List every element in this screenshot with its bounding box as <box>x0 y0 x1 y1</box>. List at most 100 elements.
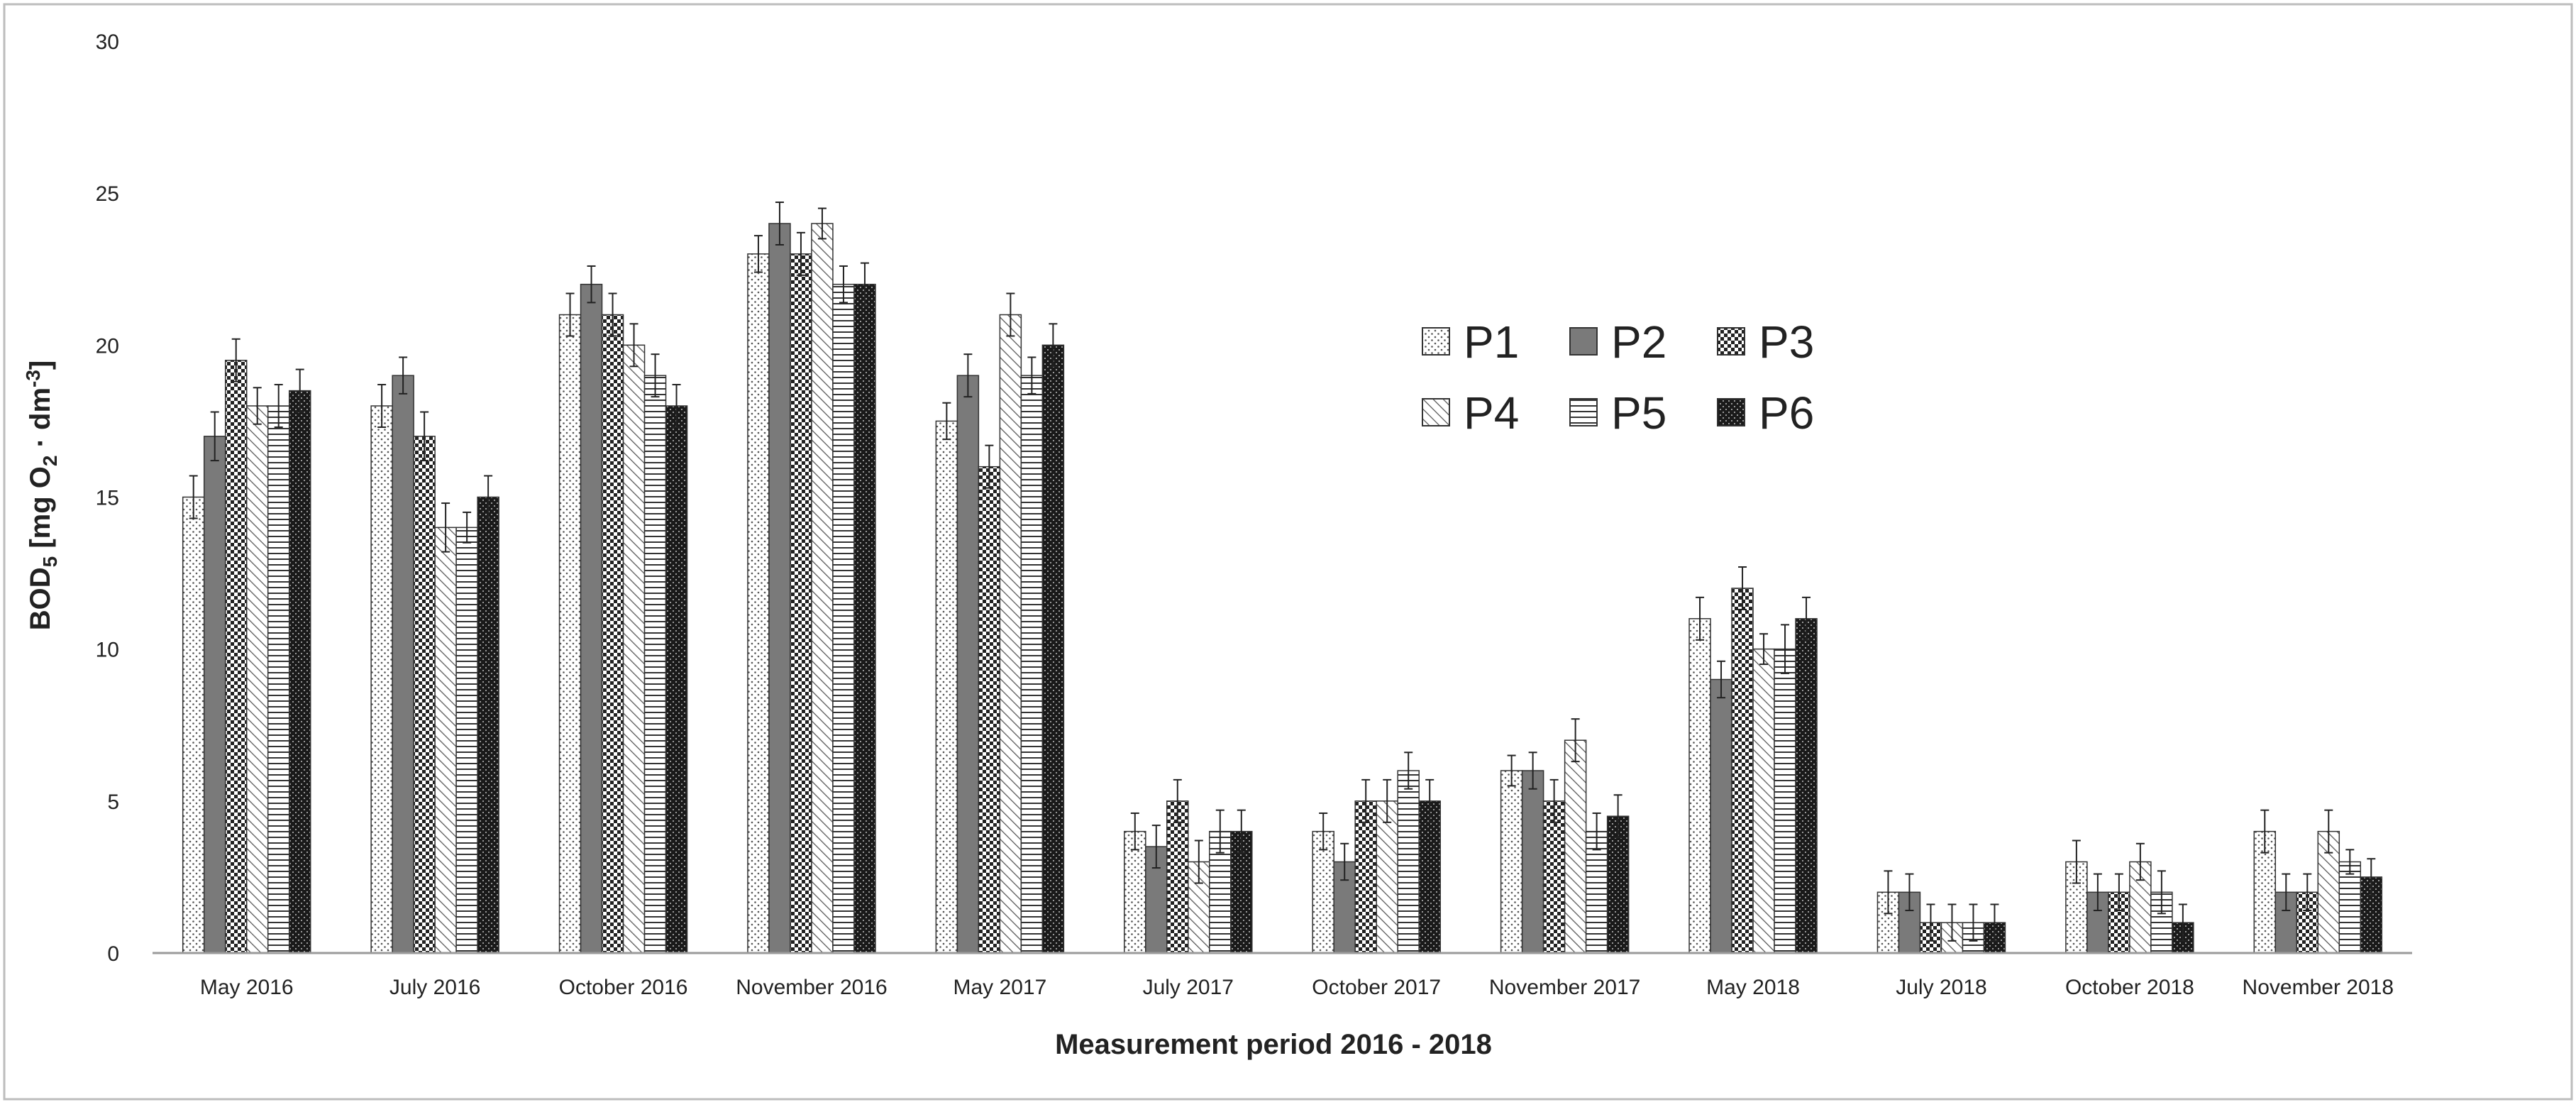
legend-item-p4: P4 <box>1422 387 1519 439</box>
bar-p3 <box>413 436 436 954</box>
error-bar <box>839 265 848 304</box>
bar-p6 <box>1418 800 1441 954</box>
error-bar <box>2072 839 2081 884</box>
error-bar <box>817 207 827 240</box>
error-bar <box>295 368 304 413</box>
x-axis-title: Measurement period 2016 - 2018 <box>1055 1029 1492 1060</box>
error-bar <box>1947 903 1957 942</box>
legend-label: P5 <box>1611 387 1666 439</box>
y-axis-title-sub: 5 <box>39 556 61 568</box>
error-bar <box>2324 809 2333 854</box>
error-bar <box>1781 624 1790 674</box>
error-bar <box>963 353 973 398</box>
bar-p4 <box>811 223 834 954</box>
bar-p1 <box>935 420 958 954</box>
bar-p4 <box>999 314 1022 954</box>
bar-p5 <box>1020 375 1044 954</box>
bar-p4 <box>434 527 457 954</box>
error-bar <box>1006 292 1015 337</box>
bar-p2 <box>1521 770 1544 954</box>
legend-label: P3 <box>1759 316 1814 368</box>
error-bar <box>1173 778 1182 823</box>
error-bar <box>1738 566 1747 610</box>
error-bar <box>274 384 283 428</box>
bar-p3 <box>790 253 812 954</box>
y-axis-title: BOD5 [mg O2 · dm-3] <box>22 360 61 631</box>
error-bar <box>1802 596 1811 641</box>
y-axis-title-open: [mg O <box>25 466 56 556</box>
error-bar <box>1926 903 1935 942</box>
y-tick-label: 0 <box>107 942 119 966</box>
legend-swatch <box>1422 327 1450 356</box>
error-bar <box>942 402 951 441</box>
error-bar <box>1340 842 1349 881</box>
error-bar <box>775 202 784 246</box>
bar-p2 <box>768 223 791 954</box>
error-bar <box>1215 809 1225 854</box>
bar-p6 <box>288 390 311 954</box>
error-bar <box>1194 839 1203 884</box>
error-bar <box>1049 323 1058 368</box>
error-bar <box>2367 858 2376 896</box>
error-bar <box>377 384 387 428</box>
error-bar <box>608 292 617 337</box>
bar-p2 <box>580 283 603 954</box>
error-bar <box>253 387 262 425</box>
error-bar <box>420 411 429 462</box>
bar-p6 <box>665 405 688 954</box>
legend-label: P2 <box>1611 316 1666 368</box>
y-axis-title-sup: -3 <box>22 370 44 387</box>
bar-p5 <box>643 375 667 954</box>
x-tick-label: November 2017 <box>1489 976 1640 999</box>
error-bar <box>1151 825 1161 869</box>
error-bar <box>1759 633 1769 666</box>
bar-p5 <box>1774 648 1796 954</box>
bar-p3 <box>1166 800 1189 954</box>
bar-p1 <box>747 253 770 954</box>
error-bar <box>441 502 450 553</box>
x-tick-label: July 2017 <box>1143 976 1234 999</box>
bar-p5 <box>832 283 855 954</box>
error-bar <box>2282 873 2291 912</box>
error-bar <box>1969 903 1978 942</box>
y-tick-label: 10 <box>96 639 119 662</box>
error-bar <box>399 356 408 395</box>
error-bar <box>985 444 994 489</box>
error-bar <box>484 475 493 519</box>
error-bar <box>231 338 241 382</box>
bar-p2 <box>392 375 414 954</box>
bar-p3 <box>978 466 1001 954</box>
x-tick-label: May 2018 <box>1706 976 1800 999</box>
legend-swatch <box>1717 327 1745 356</box>
bar-p2 <box>956 375 980 954</box>
bar-p3 <box>224 360 248 954</box>
x-tick-label: July 2018 <box>1896 976 1986 999</box>
legend-item-p2: P2 <box>1569 316 1666 368</box>
error-bar <box>1905 873 1914 912</box>
legend-swatch <box>1569 398 1598 426</box>
error-bar <box>1361 778 1371 823</box>
error-bar <box>1528 751 1537 790</box>
error-bar <box>2114 873 2123 912</box>
y-axis-ticks: 0 5 10 15 20 25 30 <box>96 31 119 966</box>
error-bar <box>651 353 660 398</box>
x-tick-label: May 2016 <box>200 976 294 999</box>
y-axis-title-mid: · dm <box>25 387 56 456</box>
x-tick-label: November 2016 <box>736 976 887 999</box>
y-tick-label: 20 <box>96 334 119 358</box>
bar-p2 <box>1710 678 1732 954</box>
bar-p6 <box>853 283 876 954</box>
legend-label: P4 <box>1464 387 1519 439</box>
legend-item-p3: P3 <box>1717 316 1814 368</box>
y-axis-title-close: ] <box>25 360 56 370</box>
error-bar <box>1425 778 1435 823</box>
legend-swatch <box>1569 327 1598 356</box>
y-tick-label: 15 <box>96 487 119 510</box>
x-tick-label: July 2016 <box>389 976 480 999</box>
error-bar <box>2260 809 2270 854</box>
error-bar <box>210 411 219 462</box>
error-bar <box>1717 660 1726 699</box>
error-bar <box>1592 812 1601 851</box>
